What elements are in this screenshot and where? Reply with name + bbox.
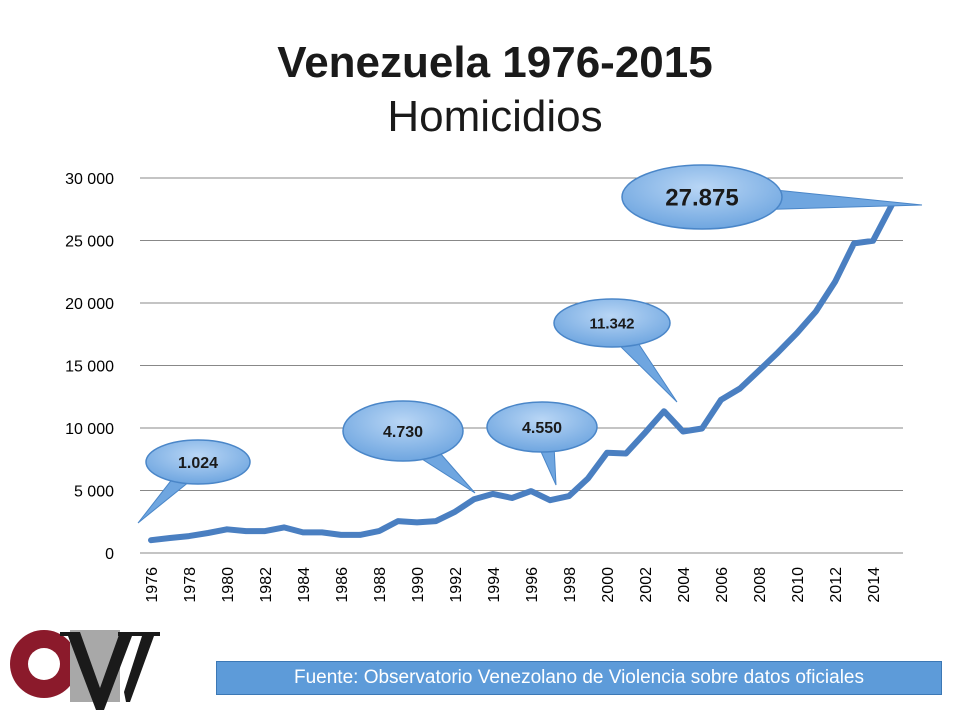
- data-point: [149, 538, 153, 542]
- data-point: [301, 530, 305, 534]
- callout-0: 1.024: [137, 439, 251, 524]
- data-point: [605, 451, 609, 455]
- data-point: [434, 519, 438, 523]
- callout-label: 4.730: [383, 424, 423, 441]
- callout-label: 11.342: [589, 315, 634, 332]
- data-point: [206, 531, 210, 535]
- data-point: [852, 241, 856, 245]
- x-tick-label: 1984: [296, 567, 313, 603]
- title-block: Venezuela 1976-2015 Homicidios: [0, 36, 960, 144]
- data-point: [225, 527, 229, 531]
- callout-1: 4.730: [342, 400, 476, 494]
- callout-bubble: [553, 298, 671, 348]
- data-point: [263, 529, 267, 533]
- data-point: [358, 533, 362, 537]
- data-point: [643, 431, 647, 435]
- x-tick-label: 2000: [600, 567, 617, 603]
- x-tick-label: 1986: [334, 567, 351, 603]
- chart-title: Venezuela 1976-2015: [277, 38, 713, 87]
- x-tick-label: 2004: [676, 567, 693, 603]
- data-point: [453, 510, 457, 514]
- data-point: [719, 398, 723, 402]
- x-tick-label: 2010: [790, 567, 807, 603]
- x-tick-label: 1982: [258, 567, 275, 603]
- data-point: [833, 280, 837, 284]
- callout-label: 1.024: [178, 455, 218, 472]
- data-point: [700, 427, 704, 430]
- data-point: [624, 452, 628, 455]
- data-point: [586, 476, 590, 480]
- callout-bubble: [145, 439, 251, 485]
- x-tick-label: 1976: [144, 567, 161, 603]
- callouts-layer: 1.024 4.730 4.550 11.342 27.875: [137, 164, 923, 524]
- y-tick-label: 15 000: [65, 359, 114, 376]
- data-point: [320, 530, 324, 534]
- x-tick-label: 1996: [524, 567, 541, 603]
- data-point: [472, 497, 476, 501]
- data-point: [339, 533, 343, 537]
- y-axis-ticks: 0 5 000 10 000 15 000 20 000 25 000 30 000: [65, 171, 114, 563]
- data-point: [396, 519, 400, 523]
- ovv-logo: [0, 618, 170, 718]
- series-layer: [148, 201, 895, 544]
- x-tick-label: 2008: [752, 567, 769, 603]
- x-tick-label: 2012: [828, 567, 845, 603]
- callout-4: 27.875: [621, 164, 923, 230]
- data-point: [662, 409, 666, 413]
- data-point: [415, 520, 419, 524]
- data-point: [377, 529, 381, 533]
- x-axis-ticks: 1976 1978 1980 1982 1984 1986 1988 1990 1992 1994…: [144, 567, 883, 603]
- data-point: [548, 498, 552, 502]
- data-point: [187, 534, 191, 538]
- data-point: [529, 489, 533, 493]
- callout-label: 27.875: [665, 185, 738, 212]
- x-tick-label: 1988: [372, 567, 389, 603]
- series-line: [148, 201, 895, 544]
- data-point: [738, 387, 742, 390]
- data-point: [871, 239, 875, 243]
- data-point: [282, 525, 286, 529]
- data-point: [795, 331, 799, 335]
- source-bar: Fuente: Observatorio Venezolano de Viole…: [216, 661, 942, 695]
- logo-w-shape: [118, 632, 160, 702]
- x-tick-label: 1998: [562, 567, 579, 603]
- data-point: [681, 430, 685, 433]
- y-tick-label: 30 000: [65, 171, 114, 188]
- y-tick-label: 10 000: [65, 421, 114, 438]
- x-tick-label: 2006: [714, 567, 731, 603]
- callout-2: 4.550: [486, 401, 598, 486]
- callout-bubble: [486, 401, 598, 453]
- y-tick-label: 20 000: [65, 296, 114, 313]
- data-point: [491, 492, 495, 496]
- y-tick-label: 0: [105, 546, 114, 563]
- data-point: [244, 529, 248, 533]
- callout-3: 11.342: [553, 298, 678, 403]
- x-tick-label: 1994: [486, 567, 503, 603]
- x-tick-label: 2002: [638, 567, 655, 603]
- y-tick-label: 5 000: [74, 484, 114, 501]
- x-tick-label: 1980: [220, 567, 237, 603]
- data-point: [757, 369, 761, 373]
- callout-bubble: [621, 164, 783, 230]
- data-point: [776, 350, 780, 354]
- data-point: [814, 309, 818, 313]
- x-tick-label: 2014: [866, 567, 883, 603]
- x-tick-label: 1990: [410, 567, 427, 603]
- callout-label: 4.550: [522, 420, 562, 437]
- x-tick-label: 1992: [448, 567, 465, 603]
- callout-bubble: [342, 400, 464, 462]
- logo-v-shape: [60, 632, 140, 710]
- data-point: [567, 494, 571, 498]
- x-tick-label: 1978: [182, 567, 199, 603]
- data-point: [510, 496, 514, 500]
- source-text: Fuente: Observatorio Venezolano de Viole…: [293, 667, 864, 688]
- chart-subtitle: Homicidios: [387, 92, 603, 141]
- y-tick-label: 25 000: [65, 234, 114, 251]
- data-point: [168, 536, 172, 540]
